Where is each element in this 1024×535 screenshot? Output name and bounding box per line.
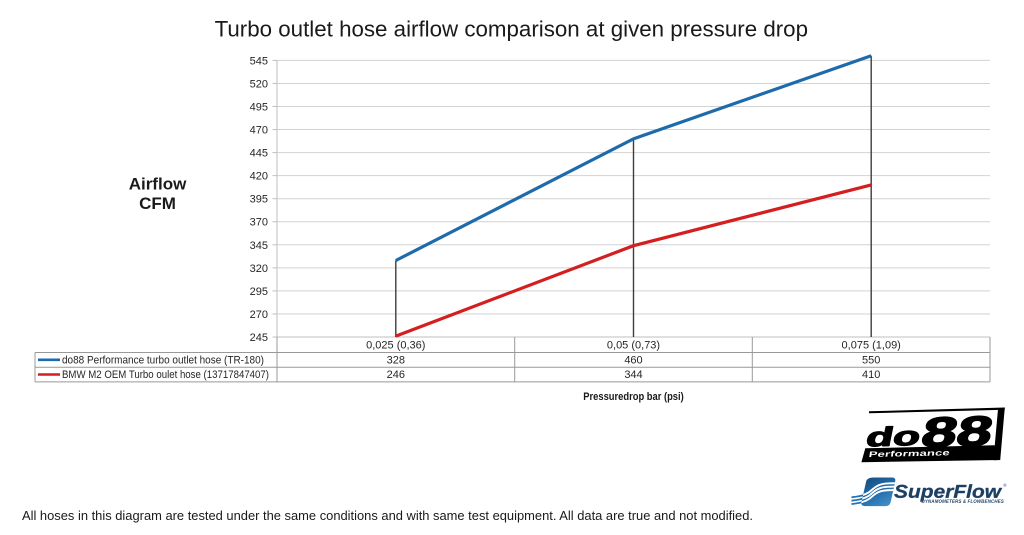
svg-text:270: 270	[250, 309, 268, 321]
svg-text:CFM: CFM	[139, 194, 176, 213]
svg-text:320: 320	[250, 263, 268, 275]
svg-text:495: 495	[250, 102, 268, 114]
svg-text:520: 520	[250, 78, 268, 90]
svg-text:395: 395	[250, 194, 268, 206]
svg-text:245: 245	[250, 332, 268, 344]
svg-text:0,075 (1,09): 0,075 (1,09)	[842, 340, 901, 352]
svg-text:445: 445	[250, 148, 268, 160]
svg-text:246: 246	[387, 369, 405, 381]
svg-text:295: 295	[250, 286, 268, 298]
svg-text:All hoses in this diagram are: All hoses in this diagram are tested und…	[22, 508, 753, 523]
svg-text:545: 545	[250, 55, 268, 67]
svg-text:Turbo outlet hose airflow comp: Turbo outlet hose airflow comparison at …	[215, 17, 808, 42]
svg-text:Airflow: Airflow	[129, 175, 187, 194]
svg-text:344: 344	[624, 369, 642, 381]
svg-text:Pressuredrop bar (psi): Pressuredrop bar (psi)	[583, 391, 684, 403]
svg-text:370: 370	[250, 217, 268, 229]
svg-text:do88 Performance turbo outlet: do88 Performance turbo outlet hose (TR-1…	[62, 354, 264, 366]
svg-text:0,05 (0,73): 0,05 (0,73)	[607, 340, 660, 352]
svg-text:410: 410	[862, 369, 880, 381]
svg-text:328: 328	[387, 354, 405, 366]
svg-text:BMW M2 OEM Turbo oulet hose (1: BMW M2 OEM Turbo oulet hose (13717847407…	[62, 369, 269, 381]
svg-text:0,025 (0,36): 0,025 (0,36)	[366, 340, 425, 352]
svg-text:345: 345	[250, 240, 268, 252]
svg-text:460: 460	[624, 354, 642, 366]
svg-text:420: 420	[250, 171, 268, 183]
svg-text:550: 550	[862, 354, 880, 366]
svg-text:470: 470	[250, 125, 268, 137]
svg-text:®: ®	[1003, 482, 1007, 488]
